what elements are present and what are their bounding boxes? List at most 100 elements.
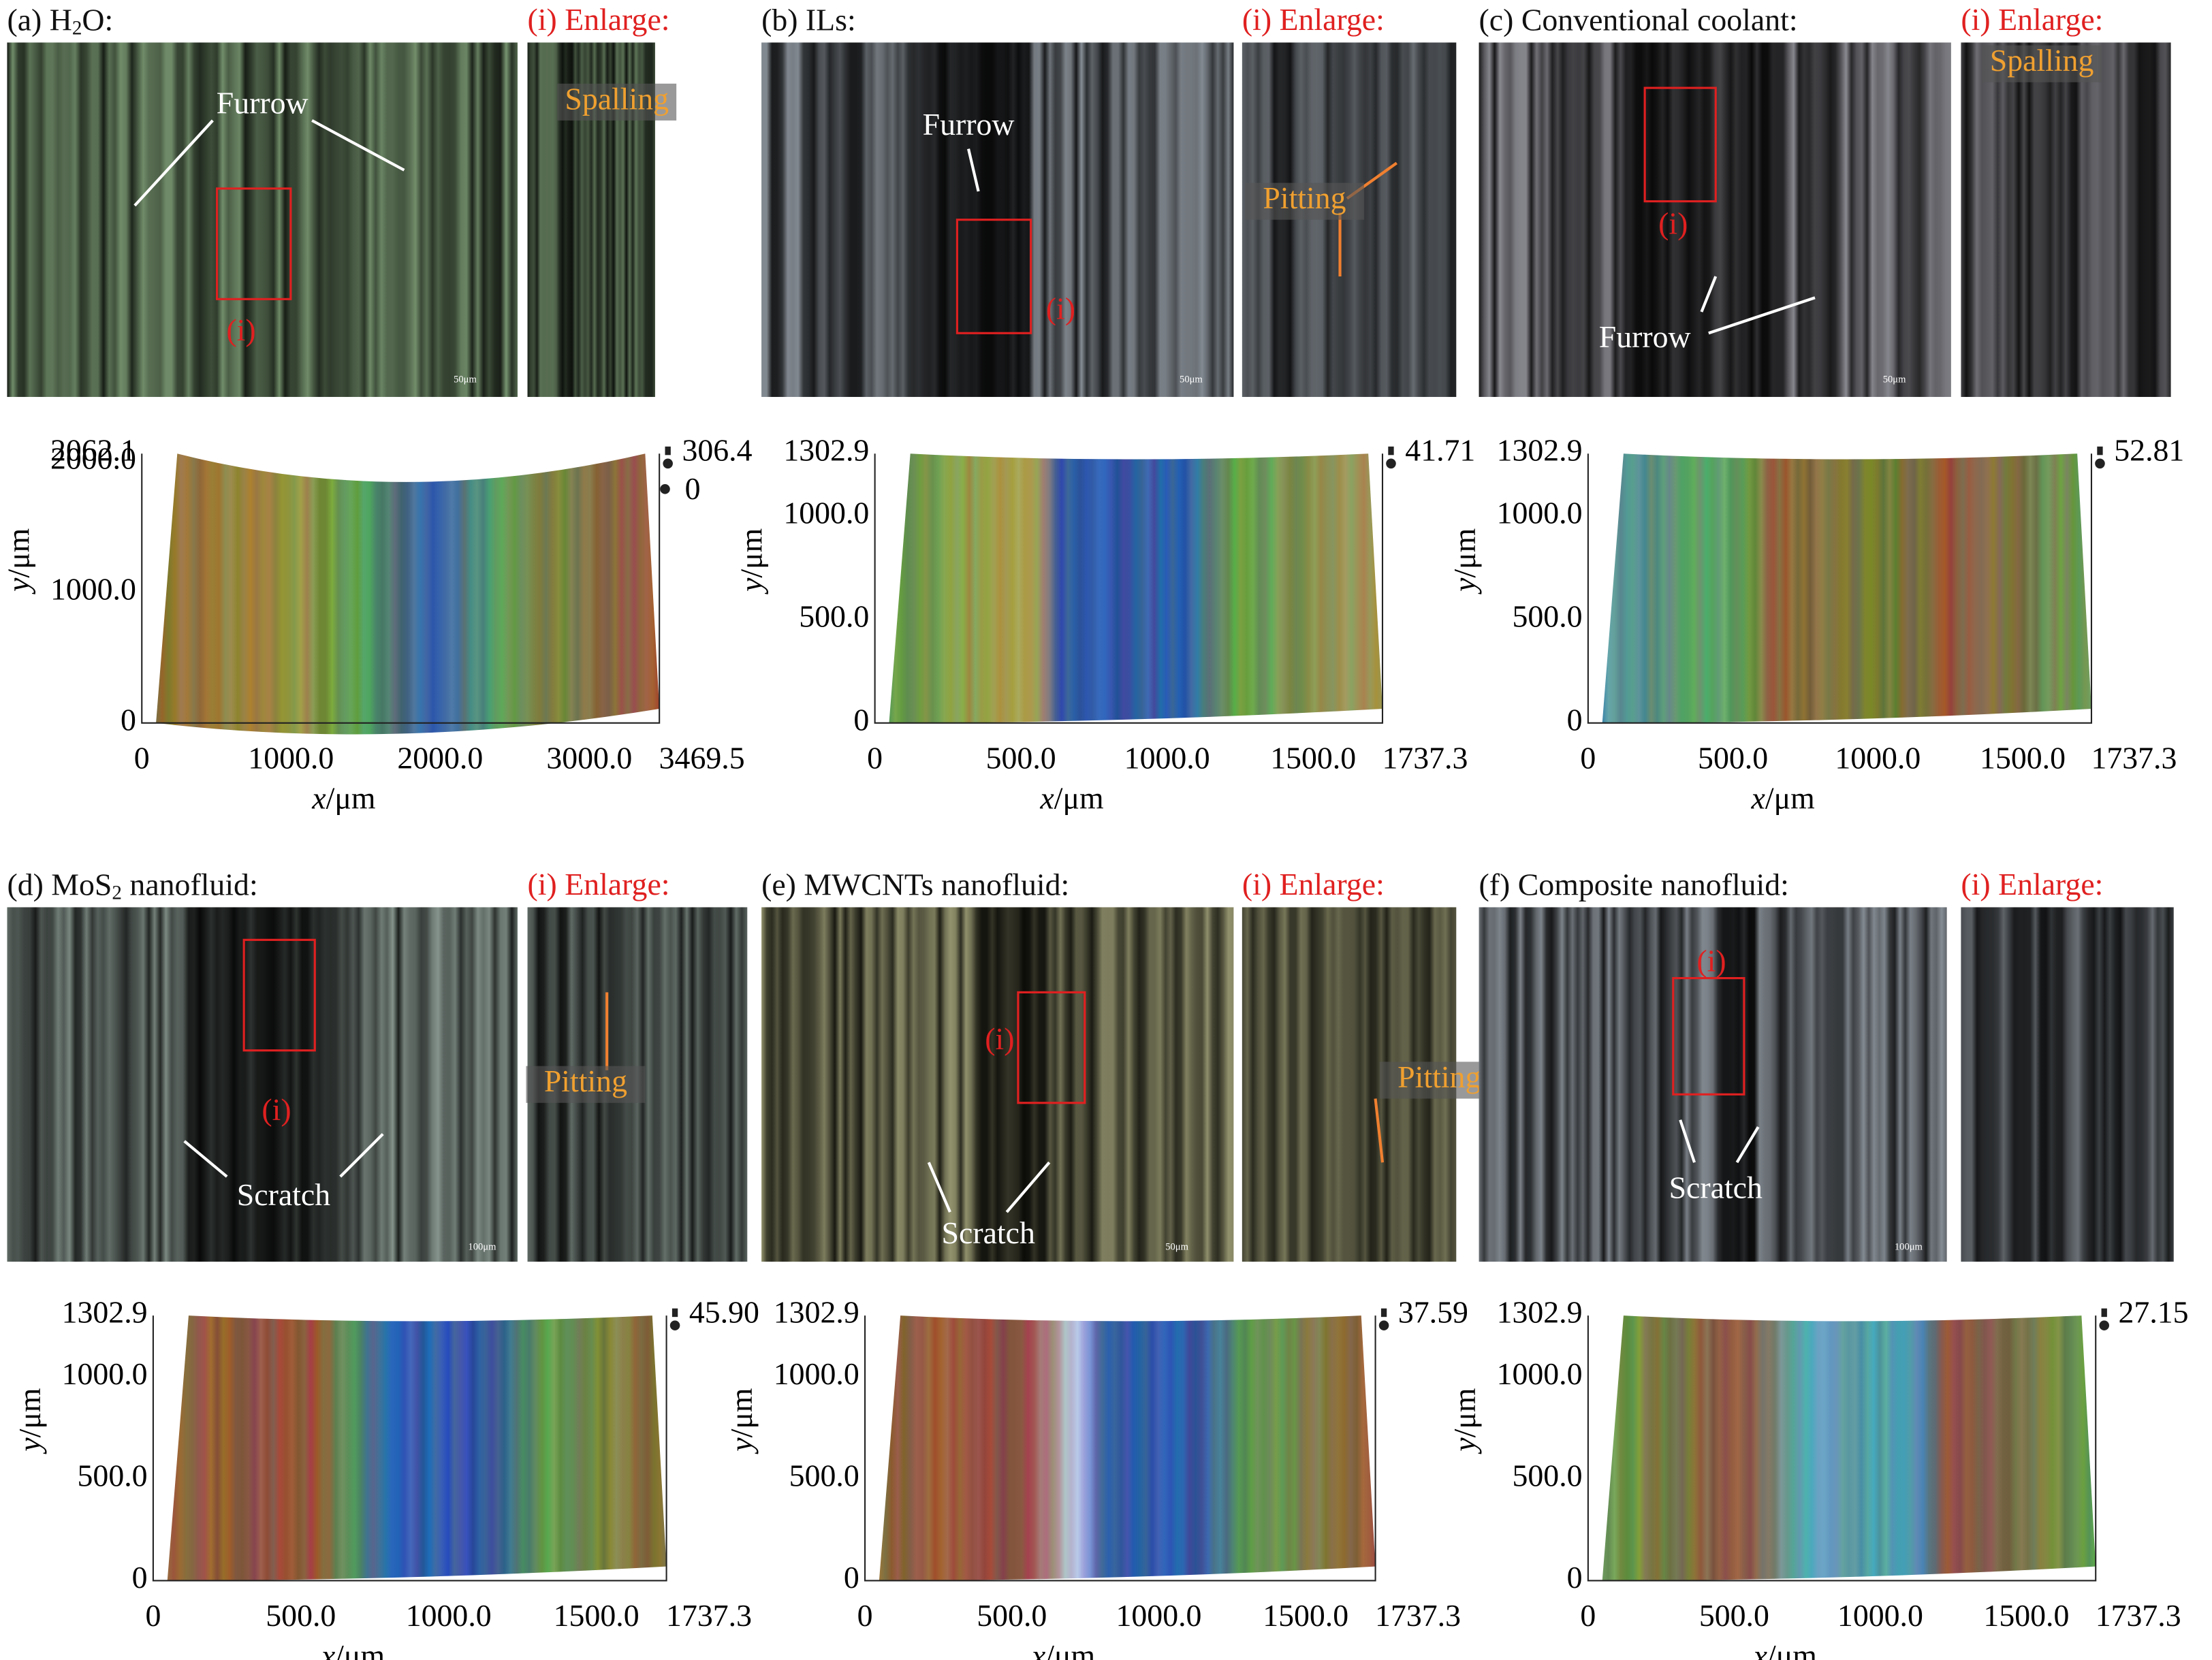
region-box [1017, 991, 1086, 1104]
height-max: 37.59 [1398, 1295, 1468, 1330]
enlarge-label: (i) Enlarge: [1961, 867, 2103, 901]
axis-unit: /μm [1045, 1638, 1095, 1660]
y-tick-label: 500.0 [1512, 599, 1582, 634]
axis-unit: /μm [733, 528, 768, 578]
height-marker [665, 446, 671, 456]
y-tick-label: 0 [132, 1560, 148, 1595]
micrograph-shade [7, 907, 518, 1262]
height-marker [2099, 1320, 2110, 1330]
annotation: Furrow [1599, 319, 1691, 354]
arrow [311, 119, 405, 172]
height-max: 306.4 [682, 433, 752, 468]
axis-unit: /μm [326, 780, 376, 815]
arrow [1735, 1126, 1760, 1164]
surface [1602, 1315, 2096, 1581]
panel-label: (c) Conventional coolant: [1479, 2, 1798, 37]
x-tick-label: 1500.0 [1270, 741, 1356, 776]
surface [879, 1315, 1376, 1581]
height-marker [1388, 446, 1394, 456]
y-tick-label: 1000.0 [774, 1356, 859, 1391]
height-marker [663, 458, 673, 469]
y-tick-label: 1000.0 [1497, 496, 1583, 530]
y-tick-label: 0 [844, 1560, 859, 1595]
micrograph [7, 907, 518, 1262]
micrograph [7, 42, 518, 397]
axis-variable: x [1039, 780, 1054, 815]
height-max: 41.71 [1405, 433, 1475, 468]
y-tick-label: 1000.0 [1497, 1356, 1583, 1391]
x-tick-label: 1737.3 [2096, 1598, 2181, 1633]
y-tick-label: 1302.9 [774, 1295, 859, 1330]
panel-label: (d) MoS2 nanofluid: [7, 867, 257, 904]
y-axis-label: y/μm [733, 528, 768, 594]
micrograph [1479, 907, 1947, 1262]
axis-frame [1587, 453, 2093, 724]
micrograph-shade [1479, 907, 1947, 1262]
subscript: 2 [72, 17, 82, 39]
y-axis-label: y/μm [1, 528, 35, 594]
label-part: (f) Composite nanofluid: [1479, 867, 1789, 901]
x-tick-label: 1737.3 [1375, 1598, 1461, 1633]
scale-bar-label: 50μm [1883, 374, 1906, 385]
axis-variable: x [1751, 780, 1765, 815]
label-part: nanofluid: [122, 867, 258, 901]
panel-label: (b) ILs: [761, 2, 856, 37]
label-part: (d) MoS [7, 867, 112, 901]
enlarge-label: (i) Enlarge: [1242, 867, 1385, 901]
y-tick-label: 0 [121, 702, 136, 737]
label-part: (a) H [7, 2, 72, 37]
x-tick-label: 0 [1580, 1598, 1596, 1633]
x-axis-label: x/μm [311, 780, 375, 815]
x-tick-label: 2000.0 [397, 741, 483, 776]
arrow [1005, 1161, 1051, 1213]
height-marker [2101, 1308, 2107, 1318]
annotation: Scratch [1669, 1170, 1763, 1204]
annotation: (i) [1046, 291, 1075, 326]
micrograph [761, 907, 1234, 1262]
surface [1602, 453, 2091, 723]
annotation: (i) [262, 1092, 291, 1127]
height-marker [672, 1308, 678, 1318]
x-tick-label: 1500.0 [1263, 1598, 1348, 1633]
axis-unit: /μm [1767, 1638, 1817, 1660]
label-part: (e) MWCNTs nanofluid: [761, 867, 1069, 901]
label-part: (c) Conventional coolant: [1479, 2, 1798, 37]
y-tick-label: 2062.1 [50, 433, 136, 468]
y-tick-label: 1302.9 [62, 1295, 148, 1330]
axis-unit: /μm [1447, 528, 1481, 578]
label-bg [1982, 45, 2102, 82]
x-tick-label: 500.0 [986, 741, 1056, 776]
enlarge-label: (i) Enlarge: [528, 867, 670, 901]
x-tick-label: 1500.0 [554, 1598, 639, 1633]
x-tick-label: 1000.0 [1837, 1598, 1923, 1633]
y-tick-label: 500.0 [799, 599, 869, 634]
scale-bar-label: 50μm [454, 374, 477, 385]
region-box [955, 219, 1032, 334]
axis-unit: /μm [1, 528, 35, 578]
x-axis-label: x/μm [1039, 780, 1103, 815]
y-axis-label: y/μm [1447, 528, 1481, 594]
annotation: Furrow [923, 107, 1015, 142]
label-bg [1245, 182, 1364, 220]
height-max: 27.15 [2119, 1295, 2189, 1330]
annotation: Scratch [942, 1215, 1035, 1250]
arrow [1679, 1119, 1696, 1163]
arrow [967, 148, 980, 192]
x-axis-label: x/μm [1751, 780, 1815, 815]
annotation: (i) [985, 1021, 1014, 1056]
axis-variable: y [1, 577, 35, 594]
x-axis-label: x/μm [321, 1638, 385, 1660]
axis-unit: /μm [1054, 780, 1104, 815]
surface [889, 453, 1382, 723]
enlarge-label: (i) Enlarge: [1242, 2, 1385, 37]
annotation: (i) [1658, 206, 1688, 241]
axis-variable: y [12, 1437, 46, 1454]
x-tick-label: 0 [867, 741, 883, 776]
axis-variable: x [311, 780, 326, 815]
axis-unit: /μm [1765, 780, 1815, 815]
x-tick-label: 1500.0 [1983, 1598, 2069, 1633]
y-tick-label: 1302.9 [1497, 1295, 1583, 1330]
y-tick-label: 1000.0 [50, 571, 136, 606]
x-tick-label: 1000.0 [1835, 741, 1921, 776]
